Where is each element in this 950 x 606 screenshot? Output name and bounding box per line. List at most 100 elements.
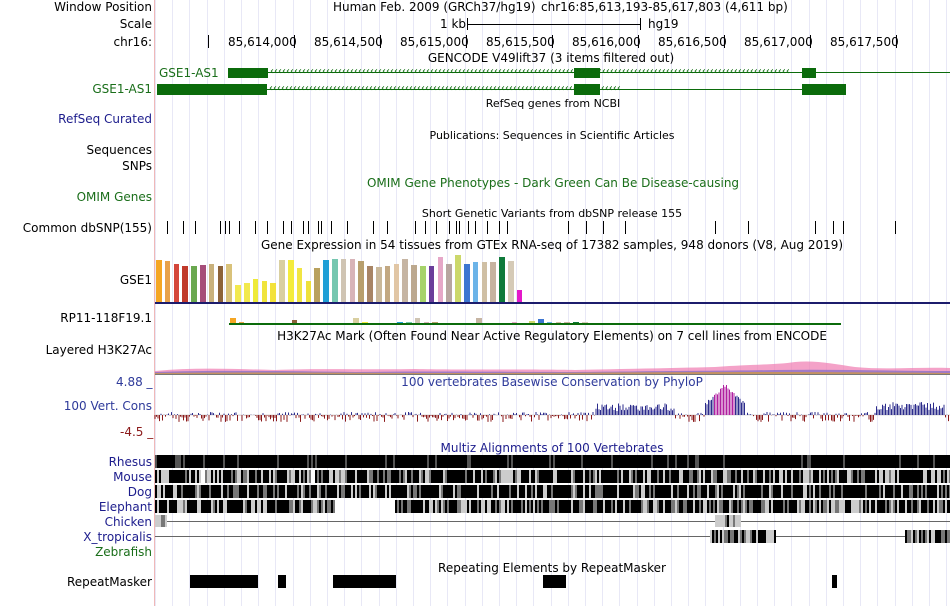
snp-mark[interactable] — [449, 221, 450, 234]
gtex-tissue-bar[interactable] — [156, 260, 162, 303]
h3k27ac-side-label[interactable]: Layered H3K27Ac — [45, 343, 152, 357]
gtex-tissue-bar[interactable] — [305, 281, 312, 303]
snp-mark[interactable] — [183, 221, 184, 234]
gtex-tissue-bar[interactable] — [230, 318, 236, 325]
gtex-tissue-bar[interactable] — [182, 266, 188, 303]
gtex-tissue-bar[interactable] — [464, 264, 470, 303]
gtex-tissue-bar[interactable] — [340, 259, 347, 303]
refseq-track-title[interactable]: RefSeq genes from NCBI — [485, 97, 621, 110]
gtex-tissue-bar[interactable] — [252, 279, 259, 303]
multiz-track-title[interactable]: Multiz Alignments of 100 Vertebrates — [440, 441, 664, 455]
snp-mark[interactable] — [456, 221, 457, 234]
gtex-tissue-bar[interactable] — [235, 285, 241, 303]
refseq-group-label[interactable]: RefSeq Curated — [58, 112, 152, 126]
gtex-tissue-bar[interactable] — [349, 259, 356, 303]
snp-mark[interactable] — [308, 221, 309, 234]
snp-mark[interactable] — [507, 221, 508, 234]
h3k27ac-signal[interactable] — [155, 355, 950, 375]
snp-mark[interactable] — [331, 221, 332, 234]
snp-mark[interactable] — [267, 221, 268, 234]
snp-mark[interactable] — [468, 221, 469, 234]
snp-mark[interactable] — [225, 221, 226, 234]
snp-mark[interactable] — [321, 221, 322, 234]
gtex-tissue-bar[interactable] — [367, 266, 373, 303]
gtex-tissue-bar[interactable] — [402, 259, 408, 303]
phylop-track-title[interactable]: 100 vertebrates Basewise Conservation by… — [401, 375, 703, 389]
dbsnp-variants[interactable] — [155, 221, 950, 235]
gtex-tissue-bar[interactable] — [296, 268, 303, 303]
dbsnp-track-title[interactable]: Short Genetic Variants from dbSNP releas… — [421, 207, 683, 220]
gtex-tissue-bar[interactable] — [376, 267, 382, 303]
snp-mark[interactable] — [895, 221, 896, 234]
snp-mark[interactable] — [387, 221, 388, 234]
gtex-tissue-bar[interactable] — [164, 261, 171, 303]
gtex-tissue-bar[interactable] — [244, 283, 250, 303]
gtex-tissue-bar[interactable] — [446, 264, 452, 303]
repeat-element[interactable] — [543, 575, 566, 588]
gtex-tissue-bar[interactable] — [414, 318, 421, 325]
snp-mark[interactable] — [303, 221, 304, 234]
dbsnp-side-label[interactable]: Common dbSNP(155) — [22, 221, 152, 235]
snp-mark[interactable] — [833, 221, 834, 234]
snp-mark[interactable] — [815, 221, 816, 234]
snp-mark[interactable] — [603, 221, 604, 234]
gtex-tissue-bar[interactable] — [490, 262, 496, 303]
snp-mark[interactable] — [425, 221, 426, 234]
gtex-tissue-bar[interactable] — [428, 266, 435, 303]
gtex-track-title[interactable]: Gene Expression in 54 tissues from GTEx … — [260, 238, 844, 252]
gtex-tissue-bar[interactable] — [261, 281, 268, 303]
gtex-tissue-bar[interactable] — [279, 260, 285, 303]
snp-mark[interactable] — [487, 221, 488, 234]
gtex-tissue-bar[interactable] — [332, 259, 338, 303]
gtex-tissue-bar[interactable] — [455, 255, 461, 303]
repeat-element[interactable] — [832, 575, 837, 588]
snp-mark[interactable] — [436, 221, 437, 234]
multiz-species-zebrafish[interactable]: Zebrafish — [95, 545, 152, 559]
gtex-tissue-bar[interactable] — [476, 318, 482, 325]
publications-track-title[interactable]: Publications: Sequences in Scientific Ar… — [429, 129, 675, 142]
snp-mark[interactable] — [220, 221, 221, 234]
gtex-gene2-label[interactable]: RP11-118F19.1 — [60, 311, 152, 325]
multiz-species-chicken[interactable]: Chicken — [104, 515, 152, 529]
gtex-tissue-bar[interactable] — [538, 319, 544, 325]
snp-mark[interactable] — [568, 221, 569, 234]
gtex-tissue-bar[interactable] — [516, 290, 523, 303]
snp-mark[interactable] — [715, 221, 716, 234]
gtex-tissue-bar[interactable] — [358, 261, 364, 303]
refseq-side-label[interactable]: GSE1-AS1 — [92, 82, 152, 96]
snp-mark[interactable] — [459, 221, 460, 234]
gtex-tissue-bar[interactable] — [314, 268, 320, 303]
snp-mark[interactable] — [318, 221, 319, 234]
multiz-species-mouse[interactable]: Mouse — [113, 470, 152, 484]
gtex-tissue-bar[interactable] — [291, 320, 298, 325]
omim-side-label[interactable]: OMIM Genes — [76, 190, 152, 204]
gtex-tissue-bar[interactable] — [208, 264, 215, 303]
snp-mark[interactable] — [229, 221, 230, 234]
gtex-tissue-bar[interactable] — [411, 265, 417, 303]
phylop-side-label[interactable]: 100 Vert. Cons — [63, 399, 152, 413]
snp-mark[interactable] — [586, 221, 587, 234]
snp-mark[interactable] — [625, 221, 626, 234]
gtex-tissue-bar[interactable] — [472, 262, 479, 303]
gtex-tissue-bar[interactable] — [499, 257, 505, 303]
snp-mark[interactable] — [748, 221, 749, 234]
snp-mark[interactable] — [167, 221, 168, 234]
snp-mark[interactable] — [195, 221, 196, 234]
gtex-tissue-bar[interactable] — [226, 264, 232, 303]
repeat-element[interactable] — [278, 575, 286, 588]
gencode-gene-label[interactable]: GSE1-AS1 — [159, 66, 219, 80]
gtex-tissue-bar[interactable] — [200, 265, 206, 303]
gtex-tissue-bar[interactable] — [353, 318, 359, 325]
repeatmasker-track-title[interactable]: Repeating Elements by RepeatMasker — [438, 561, 666, 575]
gtex-tissue-bar[interactable] — [288, 260, 294, 303]
gtex-tissue-bar[interactable] — [481, 262, 488, 303]
gtex-tissue-bar[interactable] — [437, 257, 444, 303]
multiz-species-xtropicalis[interactable]: X_tropicalis — [83, 530, 152, 544]
omim-track-title[interactable]: OMIM Gene Phenotypes - Dark Green Can Be… — [366, 176, 740, 190]
phylop-signal[interactable] — [154, 384, 950, 440]
publications-snps-label[interactable]: SNPs — [122, 159, 152, 173]
snp-mark[interactable] — [373, 221, 374, 234]
gencode-track-title[interactable]: GENCODE V49lift37 (3 items filtered out) — [427, 51, 675, 65]
snp-mark[interactable] — [239, 221, 240, 234]
